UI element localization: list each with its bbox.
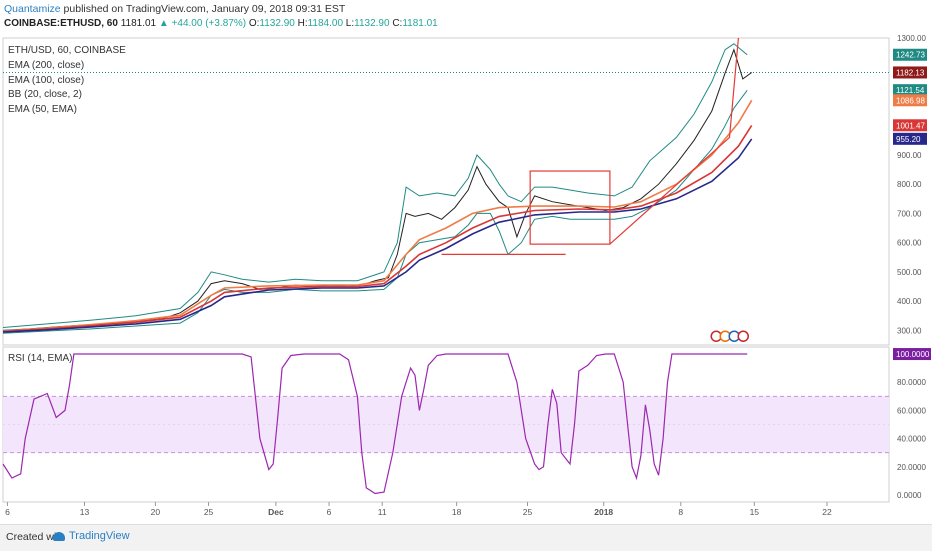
ema-50-series <box>2 99 753 332</box>
price-tag <box>893 84 927 97</box>
symbol-line: COINBASE:ETHUSD, 60 1181.01 ▲ +44.00 (+3… <box>4 18 438 29</box>
last-price: 1181.01 <box>120 18 157 29</box>
rsi-tick-label: 60.0000 <box>897 406 926 415</box>
rsi-tick-label: 0.0000 <box>897 491 922 500</box>
tradingview-brand: TradingView <box>69 530 130 542</box>
x-tick-label: 22 <box>822 507 832 517</box>
x-tick-label: 18 <box>452 507 462 517</box>
price-tag-label: 1086.98 <box>896 96 925 105</box>
x-tick-label: Dec <box>268 507 284 517</box>
c-value: 1181.01 <box>402 18 438 29</box>
bb-lower-series <box>2 90 748 334</box>
o-label: O: <box>248 18 260 29</box>
l-value: 1132.90 <box>354 18 390 29</box>
trend-line <box>609 37 739 245</box>
price-tag <box>893 66 927 79</box>
price-tick-label: 700.00 <box>897 209 922 218</box>
x-tick-label: 25 <box>204 507 214 517</box>
h-label: H: <box>297 18 308 29</box>
l-label: L: <box>345 18 355 29</box>
h-value: 1184.00 <box>307 18 343 29</box>
x-tick-label: 15 <box>750 507 760 517</box>
price-tag-label: 955.20 <box>896 135 921 144</box>
price-tag-label: 1121.54 <box>896 86 925 95</box>
consolidation-box <box>529 170 611 245</box>
rsi-line <box>2 353 748 495</box>
ohlc-l: L:1132.90 <box>346 18 390 29</box>
x-tick-label: 2018 <box>594 507 613 517</box>
x-tick-label: 20 <box>151 507 161 517</box>
price-tick-label: 400.00 <box>897 297 922 306</box>
price-tag <box>893 48 927 61</box>
event-flag-icon <box>737 330 749 342</box>
price-pane-border <box>2 37 890 346</box>
rsi-legend[interactable]: RSI (14, EMA) <box>8 353 73 364</box>
price-tag <box>893 132 927 145</box>
legend-ema-200[interactable]: EMA (200, close) <box>8 59 85 71</box>
ema-200-series <box>2 138 753 333</box>
price-tick-label: 900.00 <box>897 151 922 160</box>
chart-canvas[interactable]: 300.00 400.00 500.00 600.00 700.00 800.00 900.… <box>0 0 932 524</box>
x-tick-label: 6 <box>5 507 10 517</box>
legend-ema-100[interactable]: EMA (100, close) <box>8 74 85 86</box>
rsi-tick-label: 80.0000 <box>897 378 926 387</box>
price-tag-label: 1182.13 <box>896 68 925 77</box>
price-tick-label: 1300.00 <box>897 34 926 43</box>
tradingview-logo[interactable]: TradingView <box>53 530 130 542</box>
rsi-tag <box>893 348 931 361</box>
legend-ema-50[interactable]: EMA (50, EMA) <box>8 104 77 116</box>
publish-info: Quantamize published on TradingView.com,… <box>4 3 345 15</box>
x-tick-label: 11 <box>378 507 387 517</box>
symbol-name: COINBASE:ETHUSD, 60 <box>4 18 118 29</box>
ohlc-o: O:1132.90 <box>249 18 295 29</box>
change-text: +44.00 (+3.87%) <box>171 18 247 29</box>
price-tag-label: 1001.47 <box>896 121 925 130</box>
rsi-band <box>3 396 889 453</box>
rsi-tick-label: 40.0000 <box>897 435 926 444</box>
change-value: ▲ +44.00 (+3.87%) <box>158 18 247 29</box>
price-tick-label: 500.00 <box>897 268 922 277</box>
footer-bar: Created with TradingView <box>0 524 932 551</box>
bb-upper-series <box>2 43 748 328</box>
x-tick-label: 8 <box>678 507 683 517</box>
ohlc-h: H:1184.00 <box>298 18 343 29</box>
c-label: C: <box>392 18 403 29</box>
legend-bb[interactable]: BB (20, close, 2) <box>8 89 82 101</box>
price-tick-label: 800.00 <box>897 180 922 189</box>
x-tick-label: 6 <box>327 507 332 517</box>
rsi-tag-label: 100.0000 <box>896 350 930 359</box>
price-tag <box>893 119 927 132</box>
price-tick-label: 300.00 <box>897 326 922 335</box>
price-tag-label: 1242.73 <box>896 51 925 60</box>
created-with-text: Created with <box>6 531 65 543</box>
o-value: 1132.90 <box>259 18 295 29</box>
rsi-tick-label: 20.0000 <box>897 463 926 472</box>
publish-text: published on TradingView.com, January 09… <box>63 3 346 15</box>
tradingview-cloud-icon <box>53 531 65 541</box>
ohlc-c: C:1181.01 <box>392 18 437 29</box>
x-tick-label: 25 <box>523 507 533 517</box>
author-link[interactable]: Quantamize <box>4 3 61 15</box>
ema-100-series <box>2 124 753 333</box>
price-series <box>2 48 752 331</box>
indicator-legend: ETH/USD, 60, COINBASE EMA (200, close) E… <box>8 44 126 118</box>
legend-symbol[interactable]: ETH/USD, 60, COINBASE <box>8 45 126 56</box>
x-tick-label: 13 <box>80 507 90 517</box>
price-tick-label: 600.00 <box>897 239 922 248</box>
price-tag <box>893 94 927 107</box>
